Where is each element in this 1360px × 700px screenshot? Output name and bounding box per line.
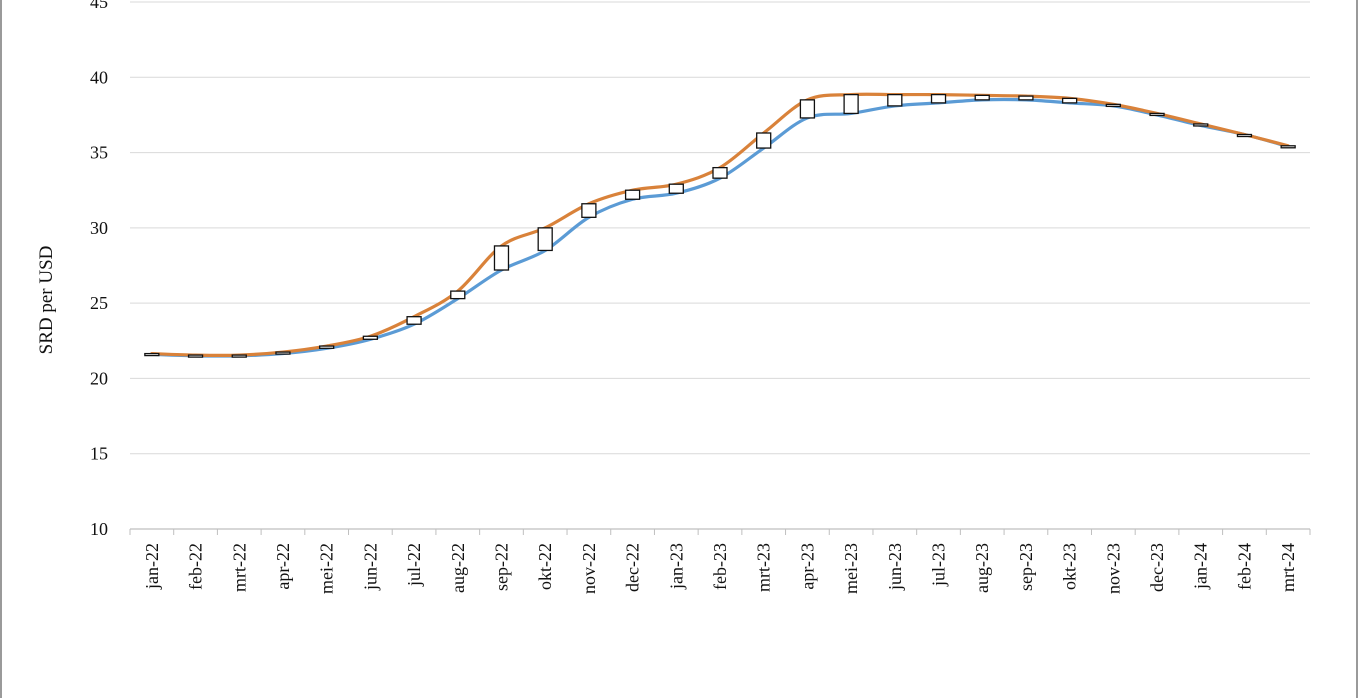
difference-box: [1280, 145, 1296, 149]
difference-box: [974, 94, 990, 101]
x-tick-label: jun-22: [360, 543, 380, 591]
difference-box: [712, 166, 728, 179]
x-tick-label: feb-23: [710, 543, 730, 590]
x-tick-label: jan-22: [142, 543, 162, 590]
x-tick-label: feb-24: [1234, 543, 1254, 590]
x-tick-label: mrt-24: [1278, 543, 1298, 592]
difference-boxes: [144, 93, 1296, 358]
series-line-2: [150, 92, 1290, 357]
x-tick-label: mrt-23: [754, 543, 774, 592]
y-tick-label: 40: [90, 67, 108, 87]
difference-box: [1236, 133, 1253, 138]
x-tick-labels: jan-22 feb-22 mrt-22 apr-22 mei-22 jun-22 jul-…: [142, 543, 1298, 594]
x-tick-label: nov-23: [1103, 543, 1123, 594]
difference-box: [231, 354, 247, 358]
x-tick-label: nov-22: [579, 543, 599, 594]
y-tick-label: 15: [90, 444, 108, 464]
x-tick-label: sep-22: [491, 543, 511, 591]
difference-box: [930, 93, 947, 104]
x-tick-label: dec-22: [623, 543, 643, 592]
x-tick-label: jul-22: [404, 543, 424, 587]
difference-box: [1193, 123, 1209, 127]
x-tick-label: apr-23: [797, 543, 817, 590]
x-tick-label: jun-23: [885, 543, 905, 591]
y-tick-label: 25: [90, 293, 108, 313]
difference-box: [493, 245, 510, 271]
difference-box: [799, 99, 816, 119]
x-tick-label: okt-23: [1060, 543, 1080, 590]
difference-box: [1149, 112, 1165, 117]
y-tick-label: 20: [90, 368, 108, 388]
x-tick-label: okt-22: [535, 543, 555, 590]
difference-box: [144, 352, 160, 357]
y-tick-label: 30: [90, 218, 108, 238]
x-tick-label: jan-24: [1191, 543, 1211, 590]
difference-box: [406, 316, 422, 325]
x-tick-label: mei-22: [317, 543, 337, 594]
difference-box: [887, 93, 903, 107]
difference-box: [319, 345, 335, 349]
difference-box: [668, 183, 684, 194]
difference-box: [450, 290, 466, 300]
x-tick-label: aug-23: [972, 543, 992, 593]
difference-box: [187, 354, 204, 358]
x-tick-label: aug-22: [448, 543, 468, 593]
x-tick-label: jan-23: [666, 543, 686, 590]
difference-box: [624, 189, 641, 200]
x-tick-label: dec-23: [1147, 543, 1167, 592]
y-axis-title: SRD per USD: [36, 246, 57, 355]
y-tick-labels: 10 15 20 25 30 35 40 45: [90, 0, 108, 539]
difference-box: [581, 203, 597, 218]
y-tick-label: 10: [90, 519, 108, 539]
x-axis: [129, 528, 1311, 535]
difference-box: [537, 227, 553, 252]
y-tick-label: 45: [90, 0, 108, 12]
y-tick-label: 35: [90, 143, 108, 163]
gridlines: [130, 1, 1310, 455]
x-tick-label: mrt-22: [229, 543, 249, 592]
x-tick-label: jul-23: [929, 543, 949, 587]
difference-box: [275, 351, 291, 355]
x-tick-label: sep-23: [1016, 543, 1036, 591]
series-lines: [150, 92, 1290, 358]
difference-box: [756, 132, 772, 149]
x-tick-label: feb-22: [186, 543, 206, 590]
x-tick-label: apr-22: [273, 543, 293, 590]
x-tick-label: mei-23: [841, 543, 861, 594]
difference-box: [1018, 95, 1034, 101]
difference-box: [843, 93, 859, 115]
difference-box: [1061, 97, 1078, 104]
difference-box: [1105, 103, 1121, 108]
difference-box: [362, 335, 379, 340]
